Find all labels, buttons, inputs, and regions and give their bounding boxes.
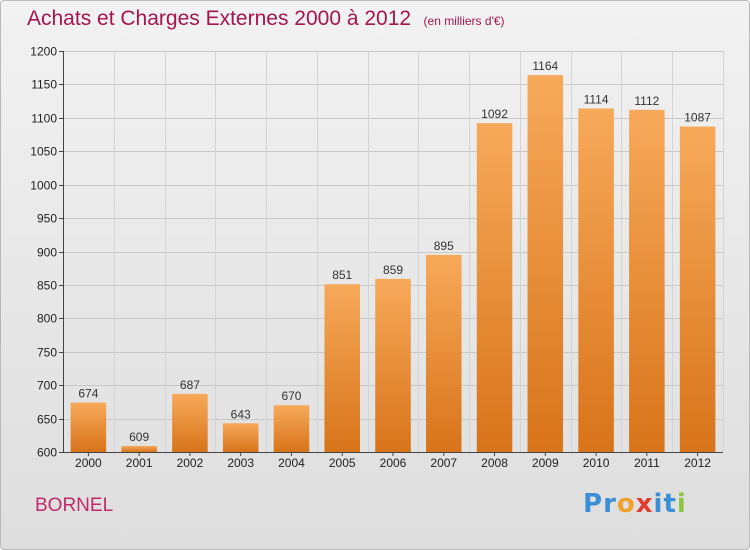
logo-letter: P <box>583 489 604 519</box>
bar <box>375 278 411 452</box>
y-tick-label: 850 <box>37 279 57 293</box>
data-label: 687 <box>180 378 200 392</box>
y-tick-label: 1150 <box>31 78 57 92</box>
data-label: 859 <box>383 263 403 277</box>
logo-letter: i <box>653 489 664 519</box>
data-label: 674 <box>78 387 98 401</box>
y-tick-label: 700 <box>37 379 57 393</box>
data-label: 1112 <box>634 94 659 108</box>
data-label: 609 <box>129 430 149 444</box>
chart-title: Achats et Charges Externes 2000 à 2012 (… <box>27 7 505 31</box>
logo-letter: i <box>676 489 687 519</box>
x-tick-label: 2006 <box>380 456 407 470</box>
axes <box>59 51 723 456</box>
y-tick-label: 1100 <box>31 112 57 126</box>
commune-name: BORNEL <box>35 495 114 516</box>
bar <box>578 108 614 452</box>
bar <box>426 254 462 452</box>
logo-letter: t <box>663 489 677 519</box>
y-tick-label: 950 <box>37 212 57 226</box>
x-tick-label: 2001 <box>126 456 153 470</box>
x-tick-label: 2004 <box>278 456 305 470</box>
data-label: 1114 <box>584 92 609 106</box>
y-tick-label: 1200 <box>30 45 57 59</box>
bar <box>222 423 259 452</box>
y-tick-label: 800 <box>37 312 57 326</box>
x-tick-label: 2003 <box>227 456 254 470</box>
bar <box>679 126 716 452</box>
logo-letter: r <box>603 489 617 519</box>
data-label: 1087 <box>684 111 711 125</box>
data-label: 895 <box>434 239 454 253</box>
bar <box>70 402 107 452</box>
x-tick-label: 2012 <box>684 456 711 470</box>
x-tick-label: 2010 <box>583 456 610 470</box>
x-tick-label: 2007 <box>430 456 457 470</box>
x-tick-label: 2011 <box>634 456 660 470</box>
x-tick-label: 2002 <box>177 456 204 470</box>
y-tick-label: 650 <box>37 413 57 427</box>
x-tick-label: 2009 <box>532 456 559 470</box>
bar <box>629 109 665 453</box>
bar <box>476 123 513 453</box>
y-tick-label: 1050 <box>30 145 57 159</box>
data-label: 1092 <box>481 107 508 121</box>
y-tick-label: 1000 <box>30 179 57 193</box>
bar <box>121 445 157 452</box>
y-tick-label: 750 <box>37 346 57 360</box>
bar <box>324 284 360 452</box>
labels: 600 650 700 750 800 850 900 950 1000 1050 1100 1150… <box>30 45 711 471</box>
y-tick-label: 900 <box>37 246 57 260</box>
data-label: 643 <box>231 407 251 421</box>
chart-title-text: Achats et Charges Externes 2000 à 2012 <box>27 7 412 30</box>
data-label: 1164 <box>532 59 558 73</box>
bars <box>70 75 716 453</box>
bar <box>172 393 208 452</box>
data-label: 670 <box>281 389 301 403</box>
logo-letter: x <box>635 489 654 519</box>
logo-letter: o <box>616 489 636 519</box>
bar <box>527 75 564 452</box>
proxiti-logo: Proxiti <box>583 489 687 519</box>
y-tick-label: 600 <box>37 446 57 460</box>
data-label: 851 <box>332 268 352 282</box>
x-tick-label: 2008 <box>481 456 508 470</box>
x-tick-label: 2005 <box>329 456 356 470</box>
chart-unit-label: (en milliers d'€) <box>423 14 505 28</box>
x-tick-label: 2000 <box>75 456 102 470</box>
bar <box>273 405 310 452</box>
